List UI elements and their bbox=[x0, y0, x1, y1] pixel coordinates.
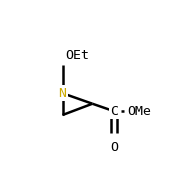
Text: C: C bbox=[110, 105, 118, 118]
Text: N: N bbox=[59, 87, 66, 100]
Text: OEt: OEt bbox=[65, 49, 89, 62]
Text: O: O bbox=[110, 141, 118, 154]
Text: OMe: OMe bbox=[128, 105, 152, 118]
